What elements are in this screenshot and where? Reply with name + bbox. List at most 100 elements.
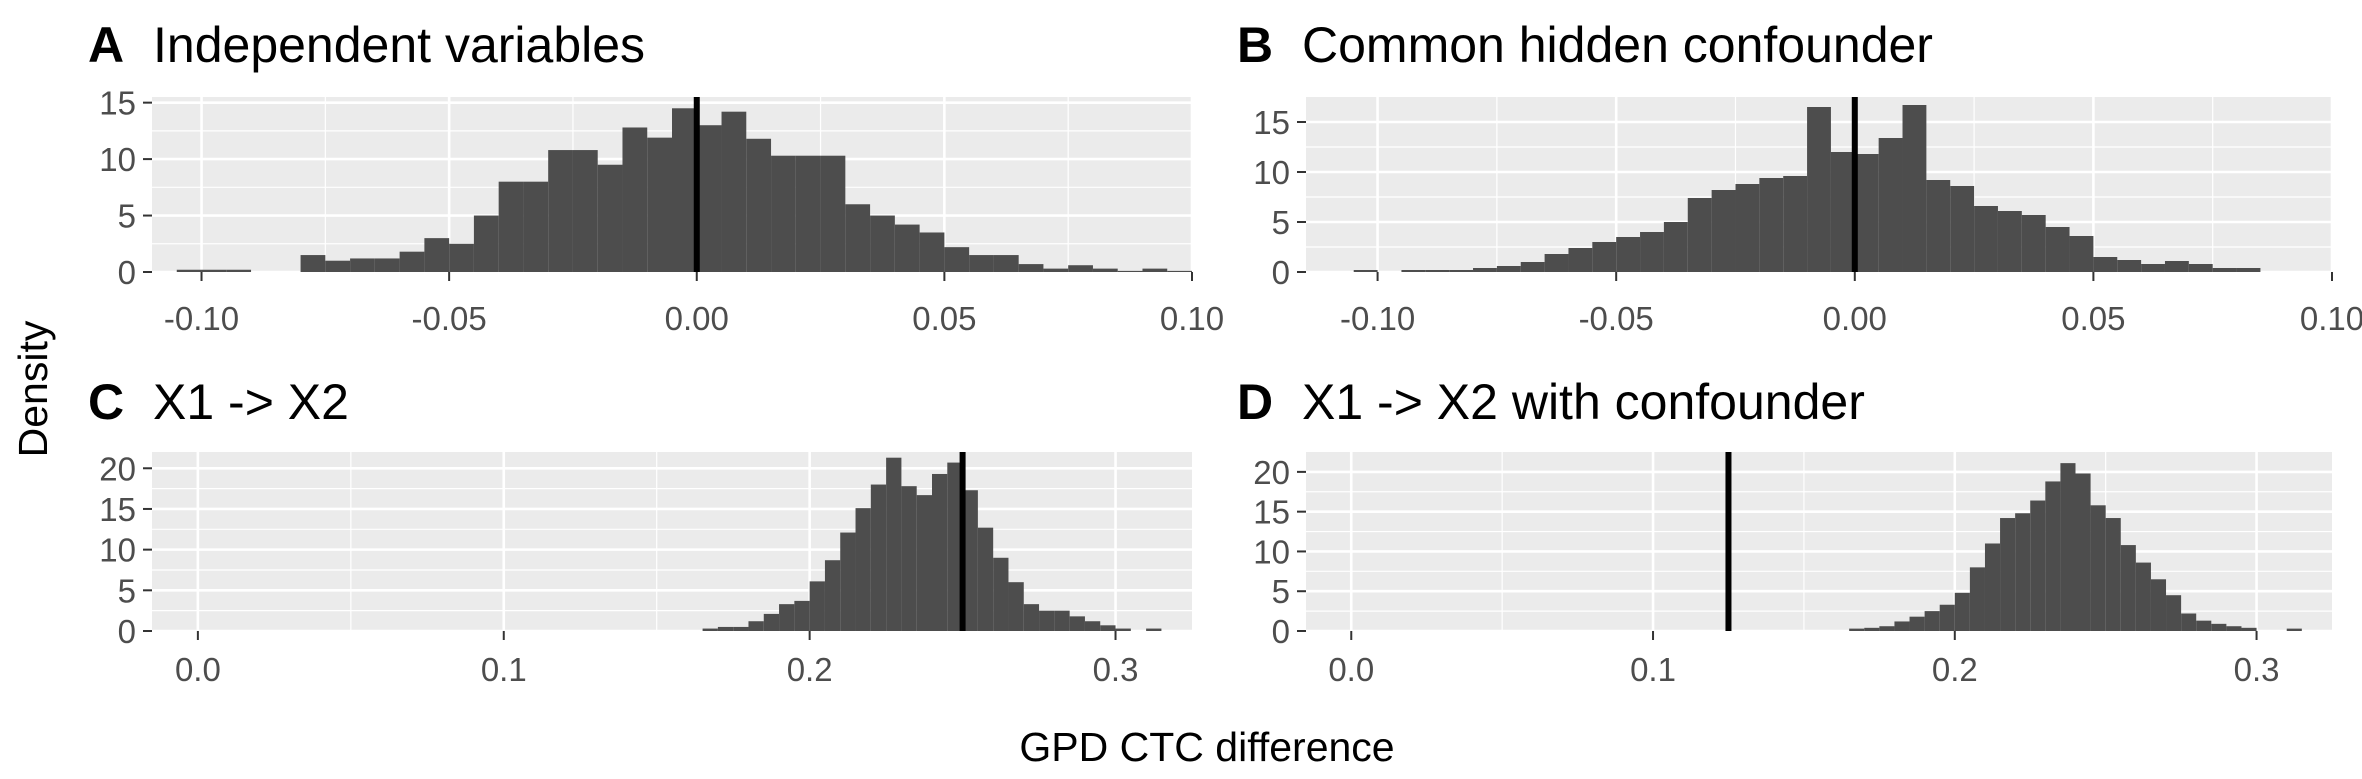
histogram-bar [2060, 463, 2076, 631]
histogram-bar [2117, 260, 2142, 272]
histogram-bar [2236, 268, 2261, 272]
histogram-bar [1039, 610, 1055, 631]
panel-letter: C [88, 374, 124, 430]
histogram-bar [1592, 242, 1617, 272]
x-tick-label: 0.1 [481, 651, 527, 688]
y-tick-label: 0 [118, 613, 136, 650]
histogram-bar [1640, 232, 1664, 272]
histogram-bar [2211, 623, 2227, 631]
histogram-bar [870, 215, 895, 272]
panel-c: C X1 -> X2 0.0 0.1 0.2 0.3 0 510 15 20 [88, 374, 1192, 688]
histogram-bar [2105, 518, 2121, 631]
histogram-bar [947, 462, 963, 631]
histogram-bar [721, 111, 747, 272]
histogram-bar [1807, 107, 1831, 272]
histogram-bar [647, 137, 672, 272]
histogram-bar [1894, 621, 1910, 631]
histogram-bar [2141, 264, 2165, 272]
histogram-bar [1084, 621, 1101, 631]
histogram-bar [1023, 604, 1040, 631]
histogram-bar [901, 486, 917, 631]
histogram-bar [300, 255, 326, 272]
x-tick-label: 0.0 [175, 651, 221, 688]
y-tick-label: 0 [118, 254, 136, 291]
y-tick-label: 5 [118, 572, 136, 609]
x-tick-label: 0.2 [787, 651, 833, 688]
x-tick-label: 0.05 [912, 300, 976, 337]
histogram-bar [1018, 264, 1044, 272]
histogram-bar [2241, 627, 2257, 631]
histogram-bar [374, 258, 400, 272]
histogram-bar [1950, 186, 1975, 272]
histogram-bar [944, 247, 970, 272]
histogram-bar [1115, 628, 1131, 631]
histogram-bar [1954, 592, 1970, 631]
x-tick-label: 0.1 [1630, 651, 1676, 688]
histogram-bar [572, 150, 598, 272]
histogram-bar [2226, 626, 2242, 631]
panel-letter: A [88, 17, 124, 73]
x-tick-label: 0.0 [1328, 651, 1374, 688]
histogram-bar [763, 613, 780, 631]
histogram-bar [2075, 473, 2091, 631]
x-tick-label: -0.10 [1340, 300, 1415, 337]
histogram-bar [1473, 268, 1497, 272]
y-tick-label: 20 [1253, 454, 1290, 491]
panel-b: B Common hidden confounder -0.10 -0.05 0.00 0… [1237, 17, 2362, 337]
histogram-bar [894, 224, 920, 272]
x-tick-label: 0.10 [1160, 300, 1224, 337]
histogram-bar [717, 626, 734, 631]
histogram-bar [2166, 595, 2182, 631]
histogram-bar [622, 127, 648, 272]
panels: A Independent variables-0.10 -0.05 0.00 0.05… [88, 17, 2362, 688]
histogram-bar [1864, 627, 1880, 631]
histogram-bar [969, 255, 994, 272]
y-tick-label: 10 [1253, 154, 1290, 191]
histogram-bar [1969, 567, 1985, 631]
histogram-bar [1974, 206, 1998, 272]
histogram-bar [916, 495, 932, 631]
histogram-bar [2196, 620, 2212, 631]
y-tick-label: 15 [99, 491, 136, 528]
histogram-bar [886, 457, 902, 631]
histogram-bar [1100, 625, 1116, 631]
histogram-bar [733, 626, 749, 631]
panel-letter: D [1237, 374, 1273, 430]
histogram-bar [1043, 268, 1069, 272]
panel-letter: B [1237, 17, 1273, 73]
x-tick-label: 0.3 [1093, 651, 1139, 688]
histogram-bar [1939, 604, 1955, 631]
histogram-bar [672, 108, 697, 273]
histogram-bar [2120, 545, 2136, 631]
histogram-bar [2164, 261, 2189, 272]
histogram-bar [2135, 562, 2151, 631]
histogram-bar [2030, 500, 2046, 631]
histogram-bar [1711, 190, 1736, 272]
histogram-bar [1926, 180, 1951, 272]
histogram-bar [1854, 154, 1879, 272]
histogram-bar [1068, 265, 1093, 272]
histogram-bar [748, 621, 764, 631]
histogram-bar [795, 155, 821, 272]
x-tick-label: 0.00 [1823, 300, 1887, 337]
x-tick-label: -0.10 [164, 300, 239, 337]
histogram-bar [820, 155, 846, 272]
histogram-bar [746, 138, 772, 272]
histogram-bar [977, 527, 994, 631]
histogram-bar [1909, 616, 1925, 631]
histogram-bar [1924, 611, 1940, 631]
histogram-bar [498, 181, 524, 272]
histogram-bar [1496, 266, 1521, 272]
x-tick-label: 0.05 [2061, 300, 2125, 337]
histogram-bar [176, 269, 202, 272]
histogram-bar [1616, 237, 1641, 272]
histogram-bar [1544, 254, 1569, 272]
histogram-bar [1092, 268, 1118, 272]
y-tick-label: 15 [1253, 494, 1290, 531]
y-tick-label: 10 [1253, 533, 1290, 570]
y-tick-label: 5 [1272, 573, 1290, 610]
x-tick-label: -0.05 [412, 300, 487, 337]
histogram-bar [779, 604, 795, 631]
histogram-bar [855, 508, 871, 631]
